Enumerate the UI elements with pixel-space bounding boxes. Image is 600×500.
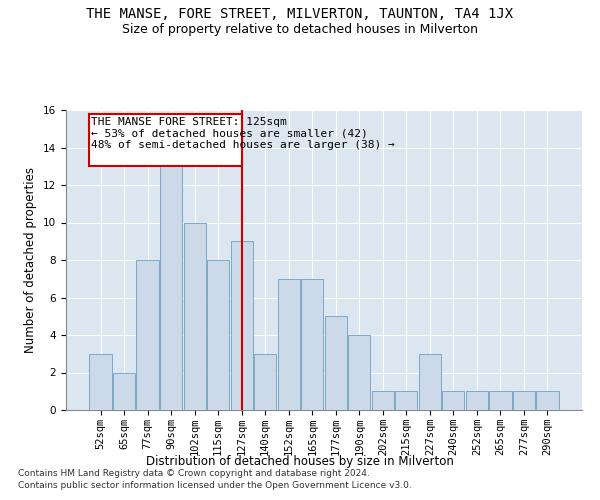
Bar	[395, 391, 418, 410]
Y-axis label: Number of detached properties: Number of detached properties	[25, 167, 37, 353]
Bar	[442, 391, 464, 410]
Bar	[278, 279, 300, 410]
Bar	[254, 354, 277, 410]
Text: Size of property relative to detached houses in Milverton: Size of property relative to detached ho…	[122, 22, 478, 36]
Bar	[207, 260, 229, 410]
Bar	[301, 279, 323, 410]
Text: THE MANSE FORE STREET: 125sqm
← 53% of detached houses are smaller (42)
48% of s: THE MANSE FORE STREET: 125sqm ← 53% of d…	[91, 116, 395, 150]
Bar	[136, 260, 159, 410]
Text: THE MANSE, FORE STREET, MILVERTON, TAUNTON, TA4 1JX: THE MANSE, FORE STREET, MILVERTON, TAUNT…	[86, 8, 514, 22]
Bar	[230, 242, 253, 410]
FancyBboxPatch shape	[89, 114, 242, 166]
Bar	[325, 316, 347, 410]
Bar	[89, 354, 112, 410]
Bar	[536, 391, 559, 410]
Bar	[113, 372, 136, 410]
Text: Contains public sector information licensed under the Open Government Licence v3: Contains public sector information licen…	[18, 481, 412, 490]
Bar	[489, 391, 512, 410]
Bar	[419, 354, 441, 410]
Bar	[512, 391, 535, 410]
Bar	[184, 222, 206, 410]
Text: Contains HM Land Registry data © Crown copyright and database right 2024.: Contains HM Land Registry data © Crown c…	[18, 468, 370, 477]
Bar	[160, 166, 182, 410]
Bar	[348, 335, 370, 410]
Bar	[371, 391, 394, 410]
Text: Distribution of detached houses by size in Milverton: Distribution of detached houses by size …	[146, 455, 454, 468]
Bar	[466, 391, 488, 410]
